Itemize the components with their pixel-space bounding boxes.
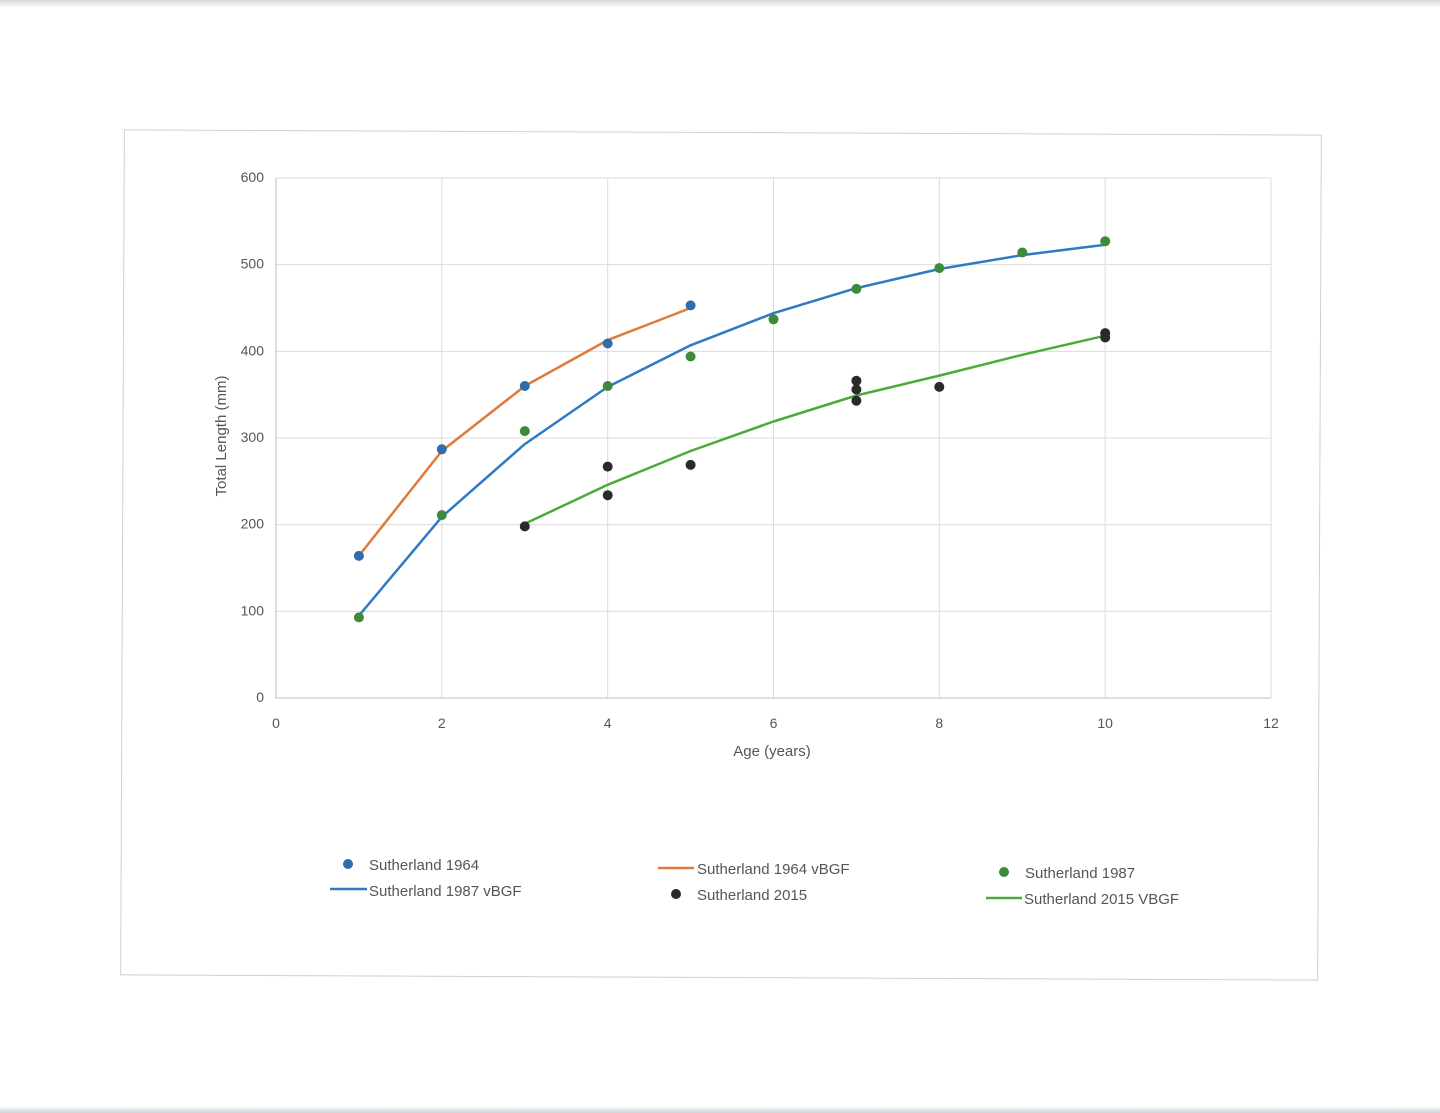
data-points	[353, 236, 1111, 623]
y-tick-label: 300	[241, 429, 265, 445]
grid-lines	[276, 177, 1272, 698]
point-sutherland-1964	[519, 381, 530, 391]
y-tick-label: 100	[241, 602, 265, 618]
point-sutherland-1987	[353, 612, 364, 623]
point-sutherland-2015	[851, 375, 862, 386]
x-tick-label: 10	[1097, 715, 1113, 731]
legend: Sutherland 1964 Sutherland 1964 vBGF Sut…	[330, 857, 1179, 908]
point-sutherland-2015	[1100, 332, 1111, 343]
x-tick-label: 4	[604, 715, 612, 731]
legend-item-sutherland-2015-vbgf: Sutherland 2015 VBGF	[986, 891, 1179, 908]
legend-label-sutherland-1964: Sutherland 1964	[369, 857, 479, 874]
point-sutherland-2015	[602, 490, 613, 501]
point-sutherland-2015	[851, 395, 862, 406]
legend-item-sutherland-1964-vbgf: Sutherland 1964 vBGF	[658, 861, 850, 878]
fit-lines	[357, 243, 1107, 617]
y-tick-label: 200	[241, 516, 265, 532]
point-sutherland-1987	[1100, 236, 1111, 247]
point-sutherland-2015	[519, 521, 530, 532]
series-line-sutherland-1987-vbgf	[357, 243, 1107, 617]
point-sutherland-1987	[768, 314, 779, 325]
point-sutherland-1987	[1017, 247, 1028, 258]
point-sutherland-1964	[353, 550, 364, 561]
legend-label-sutherland-1987: Sutherland 1987	[1025, 865, 1135, 882]
legend-item-sutherland-1964: Sutherland 1964	[343, 857, 479, 874]
point-sutherland-1964	[685, 300, 696, 311]
point-sutherland-1987	[602, 381, 613, 391]
scan-edge-bottom	[0, 1106, 1440, 1113]
y-tick-label: 0	[256, 689, 264, 705]
legend-marker-sutherland-1964	[343, 859, 353, 869]
scan-edge-top	[0, 0, 1440, 8]
legend-label-sutherland-1964-vbgf: Sutherland 1964 vBGF	[697, 861, 850, 878]
legend-item-sutherland-1987: Sutherland 1987	[999, 865, 1135, 882]
y-axis-title: Total Length (mm)	[213, 376, 230, 497]
legend-item-sutherland-1987-vbgf: Sutherland 1987 vBGF	[330, 883, 522, 900]
point-sutherland-2015	[602, 461, 613, 472]
y-tick-label: 400	[241, 342, 265, 358]
x-tick-label: 2	[438, 715, 446, 731]
legend-label-sutherland-1987-vbgf: Sutherland 1987 vBGF	[369, 883, 522, 900]
legend-label-sutherland-2015-vbgf: Sutherland 2015 VBGF	[1024, 891, 1179, 908]
point-sutherland-1987	[685, 351, 696, 362]
series-line-sutherland-2015-vbgf	[523, 334, 1107, 526]
point-sutherland-1987	[519, 426, 530, 437]
point-sutherland-2015	[934, 381, 945, 392]
point-sutherland-1987	[934, 263, 945, 274]
x-tick-label: 12	[1263, 715, 1279, 731]
point-sutherland-1964	[602, 338, 613, 349]
point-sutherland-2015	[685, 459, 696, 470]
x-tick-label: 6	[770, 715, 778, 731]
legend-marker-sutherland-2015	[671, 889, 681, 899]
x-tick-label: 0	[272, 715, 280, 731]
point-sutherland-1987	[851, 283, 862, 294]
point-sutherland-1964	[436, 444, 447, 455]
point-sutherland-2015	[851, 384, 862, 395]
legend-item-sutherland-2015: Sutherland 2015	[671, 887, 807, 904]
y-tick-label: 500	[241, 256, 265, 272]
x-tick-label: 8	[935, 715, 943, 731]
x-axis-title: Age (years)	[733, 743, 811, 760]
y-tick-label: 600	[241, 169, 265, 185]
axes	[275, 178, 1271, 699]
legend-label-sutherland-2015: Sutherland 2015	[697, 887, 807, 904]
legend-marker-sutherland-1987	[999, 867, 1009, 877]
point-sutherland-1987	[436, 510, 447, 521]
tick-labels: 0 2 4 6 8 10 12 0 100 200 300 400 500 600	[241, 169, 1279, 731]
